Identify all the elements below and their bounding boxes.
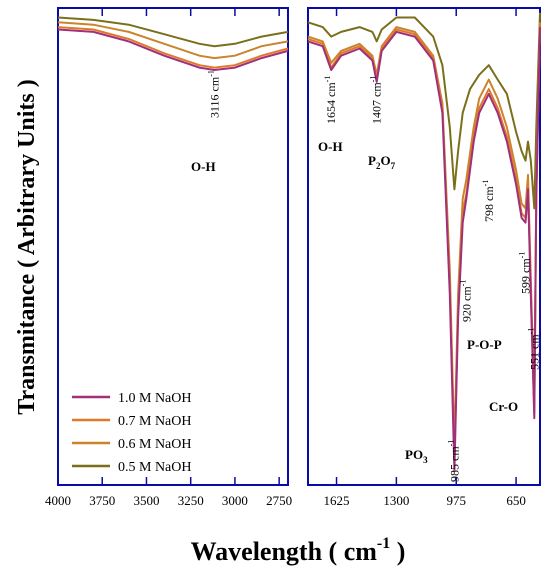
right-tick-label: 1300 [383,493,409,508]
po3-label: PO3 [405,447,428,465]
series-right-1-0-m-naoh [307,27,541,472]
peak-unit-sup: -1 [526,328,535,335]
peak-label-920: 920 cm-1 [458,280,473,322]
peak-label-985: 985 cm-1 [446,440,461,482]
right-tick-label: 1625 [324,493,350,508]
peak-unit-sup: -1 [481,180,490,187]
series-left-0-7-m-naoh [57,26,289,69]
series-left-0-5-m-naoh [57,16,289,48]
peak-unit: cm [447,446,461,461]
left-tick-label: 3250 [178,493,204,508]
x-axis-title-sup: -1 [377,535,390,552]
peak-unit-sup: -1 [323,76,332,83]
legend-label-0-7-m-naoh: 0.7 M NaOH [118,414,192,429]
peak-value: 1654 [324,97,338,124]
p2o7-label: P2O7 [368,153,396,171]
peak-value: 1407 [370,97,384,124]
peak-unit-sup: -1 [446,440,455,447]
cro-label: Cr-O [489,399,518,414]
peak-unit-sup: -1 [206,70,215,77]
peak-label-3116: 3116 cm-1 [206,70,221,118]
left-panel-frame [57,7,289,486]
left-series-lines [57,16,289,72]
legend-label-1-0-m-naoh: 1.0 M NaOH [118,391,192,406]
series-left-0-6-m-naoh [57,21,289,60]
peak-unit: cm [370,82,384,97]
series-left-1-0-m-naoh [57,28,289,72]
peak-label-1654: 1654 cm-1 [323,76,338,124]
peak-label-1407: 1407 cm-1 [369,76,384,124]
peak-label-551: 551 cm-1 [526,328,541,370]
x-axis-title-unit: cm [337,537,377,566]
pop-label: P-O-P [467,337,502,352]
peak-unit-sup: -1 [518,252,527,259]
legend-label-0-5-m-naoh: 0.5 M NaOH [118,460,192,475]
left-x-ticks: 4000 3750 3500 3250 3000 2750 [45,8,292,508]
x-axis-title-main: Wavelength ( [191,537,338,566]
left-tick-label: 3000 [222,493,248,508]
right-panel-frame [307,7,541,486]
peak-value: 599 [519,273,533,294]
series-right-0-6-m-naoh [307,22,541,448]
left-tick-label: 2750 [266,493,292,508]
right-series-lines [307,12,541,472]
right-tick-label: 975 [446,493,466,508]
left-tick-label: 3500 [133,493,159,508]
peak-unit: cm [527,334,541,349]
peak-unit: cm [519,258,533,273]
peak-unit: cm [459,286,473,301]
left-tick-label: 4000 [45,493,71,508]
oh-label-left: O-H [191,159,216,174]
y-axis-title: Transmitance ( Arbitrary Units ) [14,79,40,415]
x-axis-title: Wavelength ( cm-1 ) [191,535,406,566]
peak-unit-sup: -1 [369,76,378,83]
peak-value: 3116 [207,91,221,118]
legend-label-0-6-m-naoh: 0.6 M NaOH [118,437,192,452]
peak-unit: cm [324,82,338,97]
peak-value: 920 [459,301,473,322]
series-right-0-5-m-naoh [307,12,541,210]
peak-unit: cm [482,186,496,201]
peak-unit-sup: -1 [458,280,467,287]
legend: 1.0 M NaOH 0.7 M NaOH 0.6 M NaOH 0.5 M NaOH [72,391,192,475]
peak-label-599: 599 cm-1 [518,252,533,294]
peak-unit: cm [207,76,221,91]
left-tick-label: 3750 [89,493,115,508]
x-axis-title-close: ) [390,537,405,566]
peak-value: 798 [482,201,496,222]
right-tick-label: 650 [506,493,526,508]
right-x-ticks: 1625 1300 975 650 [324,8,526,508]
oh-label-right: O-H [318,139,343,154]
peak-value: 551 [527,349,541,370]
peak-value: 985 [447,461,461,482]
peak-label-798: 798 cm-1 [481,180,496,222]
